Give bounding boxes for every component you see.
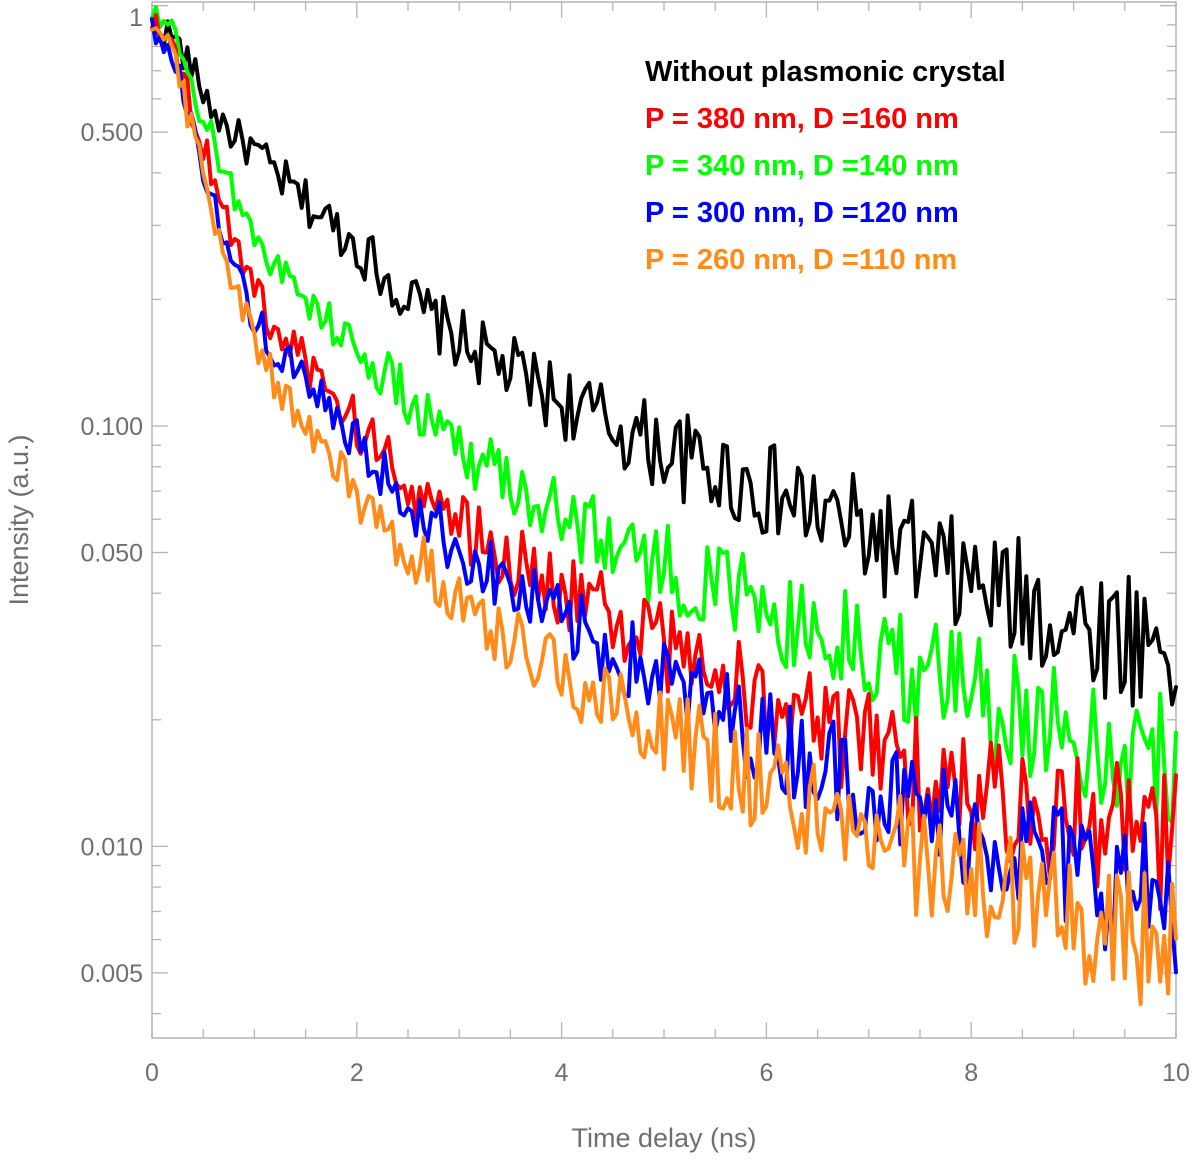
x-tick-label: 10 bbox=[1162, 1059, 1190, 1087]
series-line-5 bbox=[150, 26, 1178, 1006]
legend-entry-1: Without plasmonic crystal bbox=[645, 56, 1006, 88]
x-tick-label: 6 bbox=[759, 1059, 773, 1087]
y-tick-label: 0.005 bbox=[80, 960, 143, 988]
series-line-3 bbox=[150, 5, 1178, 825]
y-tick-label: 0.500 bbox=[80, 119, 143, 147]
legend-entry-4: P = 300 nm, D =120 nm bbox=[645, 197, 959, 229]
series-line-2 bbox=[150, 13, 1178, 912]
x-axis-title: Time delay (ns) bbox=[571, 1123, 756, 1153]
series-line-1 bbox=[150, 15, 1178, 708]
legend: Without plasmonic crystal P = 380 nm, D =… bbox=[645, 56, 1006, 276]
y-tick-label: 0.050 bbox=[80, 540, 143, 568]
x-tick-label: 4 bbox=[555, 1059, 569, 1087]
axis-ticks bbox=[151, 2, 1177, 1038]
legend-entry-5: P = 260 nm, D =110 nm bbox=[645, 244, 957, 276]
y-tick-label: 0.100 bbox=[80, 413, 143, 441]
axis-tick-labels: 0 2 4 6 8 10 1 0.500 0.100 0.050 0.010 0.005 bbox=[80, 4, 1189, 1087]
y-tick-label: 0.010 bbox=[80, 833, 143, 861]
y-axis-title: Intensity (a.u.) bbox=[4, 434, 34, 605]
y-tick-label: 1 bbox=[129, 4, 143, 32]
x-tick-label: 2 bbox=[350, 1059, 364, 1087]
legend-entry-3: P = 340 nm, D =140 nm bbox=[645, 150, 959, 182]
x-tick-label: 8 bbox=[964, 1059, 978, 1087]
x-tick-label: 0 bbox=[145, 1059, 159, 1087]
series-lines bbox=[150, 5, 1178, 1006]
legend-entry-2: P = 380 nm, D =160 nm bbox=[645, 103, 959, 135]
